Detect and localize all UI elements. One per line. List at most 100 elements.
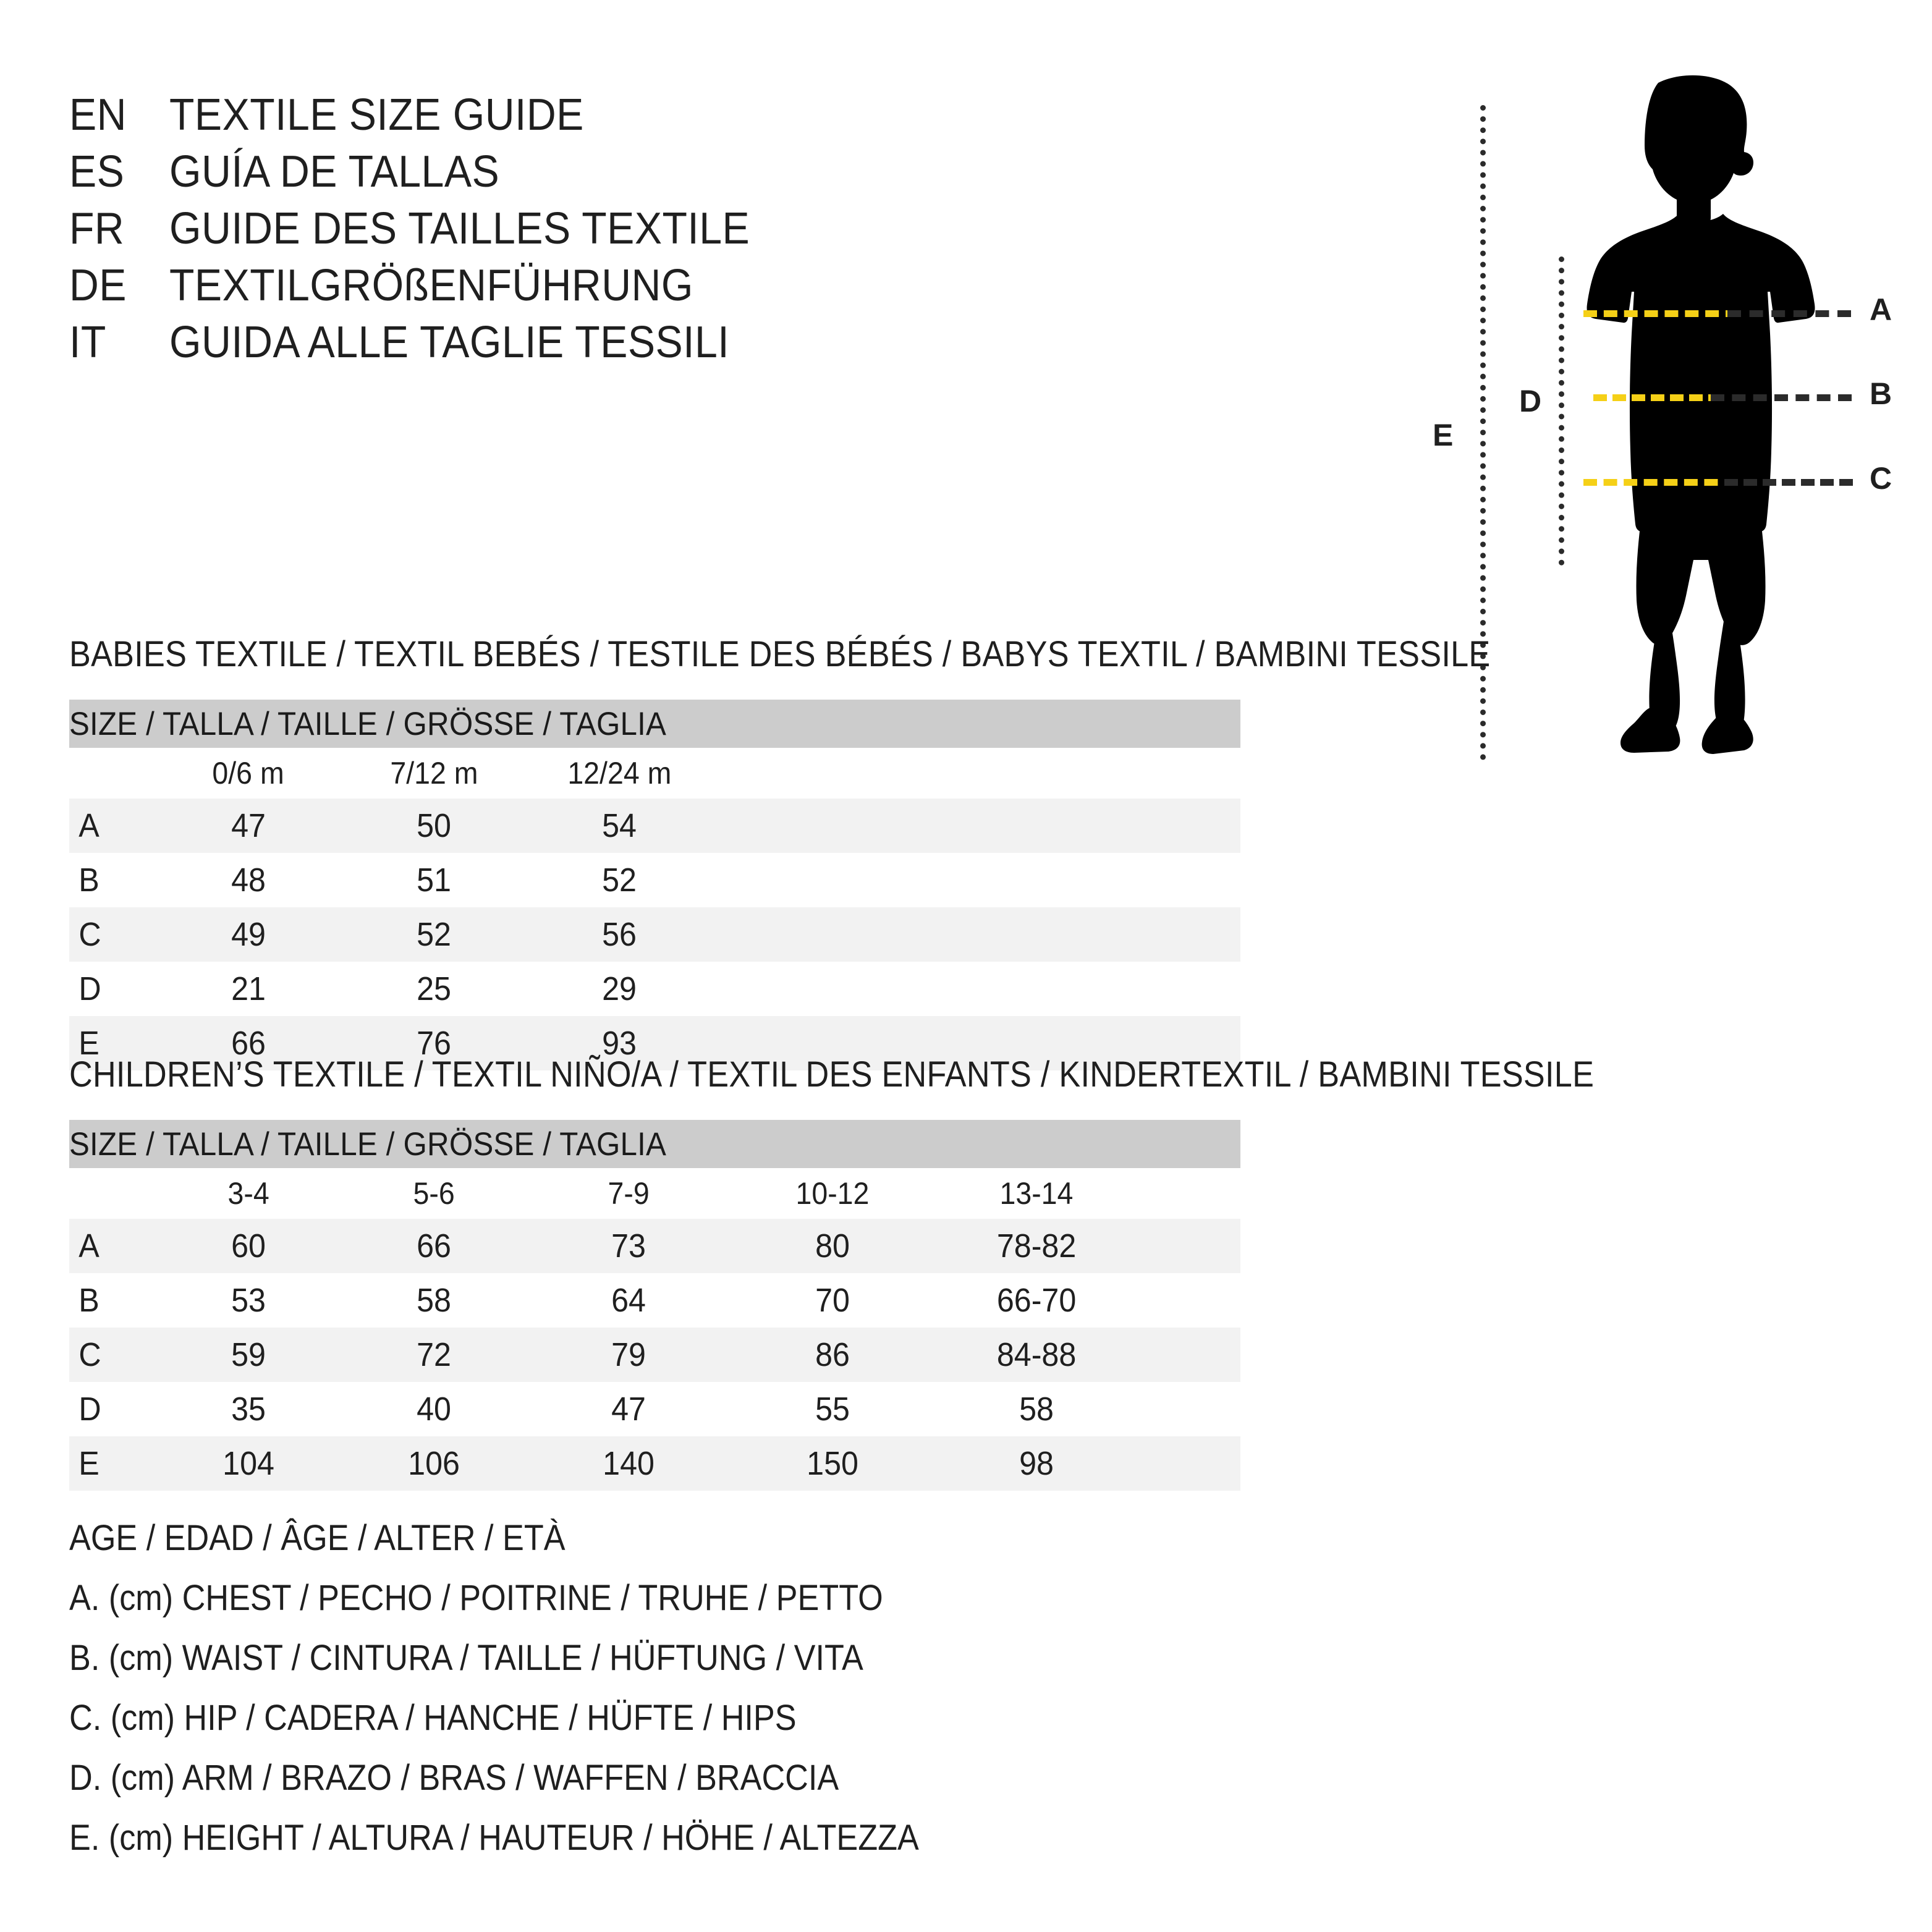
children-cell-c-1: 72 (341, 1328, 527, 1382)
babies-cell-c-0: 49 (156, 907, 341, 962)
language-code-es: ES (69, 147, 125, 197)
legend-line-arm: D. (cm) ARM / BRAZO / BRAS / WAFFEN / BR… (69, 1758, 839, 1798)
language-title-es: GUÍA DE TALLAS (169, 147, 500, 197)
babies-cell-c-2: 56 (527, 907, 712, 962)
babies-corner-cell (69, 748, 156, 799)
babies-cell-b-1: 51 (417, 862, 451, 899)
children-cell-c-2: 79 (527, 1328, 731, 1382)
babies-cell-d-1: 25 (417, 970, 451, 1007)
table-row: C 59 72 79 86 84-88 (69, 1328, 1241, 1382)
figure-label-a: A (1870, 292, 1892, 327)
children-cell-a-3: 80 (731, 1219, 934, 1273)
babies-row-label-c: C (69, 907, 156, 962)
babies-column-header-2: 12/24 m (527, 748, 712, 799)
language-code-it: IT (69, 318, 106, 367)
table-row: E 66 76 93 (69, 1016, 1241, 1070)
language-row-en: EN TEXTILE SIZE GUIDE (69, 93, 1244, 150)
children-cell-b-3: 70 (815, 1282, 850, 1319)
children-cell-c-spacer (1138, 1328, 1241, 1382)
children-textile-section: CHILDREN’S TEXTILE / TEXTIL NIÑO/A / TEX… (69, 1057, 1614, 1491)
children-cell-b-spacer (1138, 1273, 1240, 1328)
table-row: A 47 50 54 (69, 799, 1241, 853)
babies-column-header-spacer (712, 748, 1241, 799)
language-code-de: DE (69, 261, 127, 310)
babies-cell-e-1: 76 (341, 1016, 527, 1070)
measurement-figure-panel: E D A B C (1415, 74, 1910, 766)
children-size-band-label: SIZE / TALLA / TAILLE / GRÖSSE / TAGLIA (69, 1120, 1241, 1168)
children-cell-b-0: 53 (231, 1282, 266, 1319)
children-column-header-2: 7-9 (527, 1168, 731, 1219)
table-row: C 49 52 56 (69, 907, 1241, 962)
child-silhouette-icon (1587, 75, 1815, 754)
children-cell-b-4: 66-70 (996, 1282, 1077, 1319)
children-section-title: CHILDREN’S TEXTILE / TEXTIL NIÑO/A / TEX… (69, 1054, 1595, 1095)
table-row: D 35 40 47 55 58 (69, 1382, 1240, 1436)
language-row-fr: FR GUIDE DES TAILLES TEXTILE (69, 206, 1244, 263)
children-cell-d-0: 35 (231, 1391, 266, 1428)
children-cell-b-1: 58 (417, 1282, 451, 1319)
table-row: D 21 25 29 (69, 962, 1240, 1016)
table-row: A 60 66 73 80 78-82 (69, 1219, 1241, 1273)
figure-label-c: C (1870, 461, 1892, 496)
babies-cell-d-2: 29 (602, 970, 637, 1007)
figure-label-d: D (1519, 384, 1542, 418)
babies-size-band-row: SIZE / TALLA / TAILLE / GRÖSSE / TAGLIA (69, 700, 1241, 748)
babies-cell-a-0: 47 (156, 799, 341, 853)
children-size-table: SIZE / TALLA / TAILLE / GRÖSSE / TAGLIA … (69, 1120, 1241, 1491)
children-cell-a-1: 66 (341, 1219, 527, 1273)
children-row-label-d: D (78, 1391, 101, 1428)
babies-cell-e-2: 93 (527, 1016, 712, 1070)
children-cell-d-3: 55 (815, 1391, 850, 1428)
children-cell-c-0: 59 (156, 1328, 341, 1382)
children-cell-e-4: 98 (934, 1436, 1138, 1491)
babies-cell-c-1: 52 (341, 907, 527, 962)
language-row-it: IT GUIDA ALLE TAGLIE TESSILI (69, 320, 1244, 377)
children-column-header-spacer (1138, 1168, 1241, 1219)
waist-measure-line-inner (1593, 394, 1722, 401)
babies-cell-e-0: 66 (156, 1016, 341, 1070)
babies-textile-section: BABIES TEXTILE / TEXTIL BEBÉS / TESTILE … (69, 637, 1614, 1070)
hip-measure-line-outer (1724, 479, 1853, 486)
legend-line-age: AGE / EDAD / ÂGE / ALTER / ETÀ (69, 1518, 566, 1558)
babies-size-table: SIZE / TALLA / TAILLE / GRÖSSE / TAGLIA … (69, 700, 1241, 1070)
children-cell-e-3: 150 (731, 1436, 934, 1491)
babies-cell-d-spacer (712, 962, 1240, 1016)
children-cell-a-spacer (1138, 1219, 1241, 1273)
children-row-label-e: E (69, 1436, 156, 1491)
babies-column-header-row: 0/6 m 7/12 m 12/24 m (69, 748, 1241, 799)
children-cell-c-3: 86 (731, 1328, 934, 1382)
chest-measure-line-inner (1583, 310, 1739, 317)
children-cell-e-0: 104 (156, 1436, 341, 1491)
language-header-block: EN TEXTILE SIZE GUIDE ES GUÍA DE TALLAS … (69, 93, 1244, 377)
legend-line-hip: C. (cm) HIP / CADERA / HANCHE / HÜFTE / … (69, 1698, 797, 1738)
language-title-en: TEXTILE SIZE GUIDE (169, 90, 584, 140)
babies-cell-a-1: 50 (341, 799, 527, 853)
children-row-label-c: C (69, 1328, 156, 1382)
babies-size-band-label: SIZE / TALLA / TAILLE / GRÖSSE / TAGLIA (69, 700, 1241, 748)
children-cell-c-4: 84-88 (934, 1328, 1138, 1382)
legend-line-height: E. (cm) HEIGHT / ALTURA / HAUTEUR / HÖHE… (69, 1818, 919, 1858)
children-cell-b-2: 64 (611, 1282, 646, 1319)
children-column-header-3: 10-12 (731, 1168, 934, 1219)
children-cell-a-0: 60 (156, 1219, 341, 1273)
chest-measure-line-outer (1727, 310, 1851, 317)
table-row: B 53 58 64 70 66-70 (69, 1273, 1240, 1328)
hip-measure-line-inner (1583, 479, 1738, 486)
babies-cell-a-spacer (712, 799, 1241, 853)
legend-line-waist: B. (cm) WAIST / CINTURA / TAILLE / HÜFTU… (69, 1638, 863, 1678)
language-row-de: DE TEXTILGRÖßENFÜHRUNG (69, 263, 1244, 320)
babies-row-label-d: D (78, 970, 101, 1007)
children-corner-cell (69, 1168, 156, 1219)
children-row-label-b: B (78, 1282, 100, 1319)
babies-cell-d-0: 21 (231, 970, 266, 1007)
height-guide-dotted-line (1480, 105, 1486, 760)
language-title-de: TEXTILGRÖßENFÜHRUNG (169, 261, 693, 310)
children-size-band-row: SIZE / TALLA / TAILLE / GRÖSSE / TAGLIA (69, 1120, 1241, 1168)
language-code-en: EN (69, 90, 127, 140)
babies-row-label-e: E (69, 1016, 156, 1070)
children-column-header-1: 5-6 (341, 1168, 527, 1219)
children-cell-d-4: 58 (1019, 1391, 1054, 1428)
arm-guide-dotted-line (1559, 256, 1564, 566)
babies-cell-b-2: 52 (602, 862, 637, 899)
waist-measure-line-outer (1711, 394, 1852, 401)
